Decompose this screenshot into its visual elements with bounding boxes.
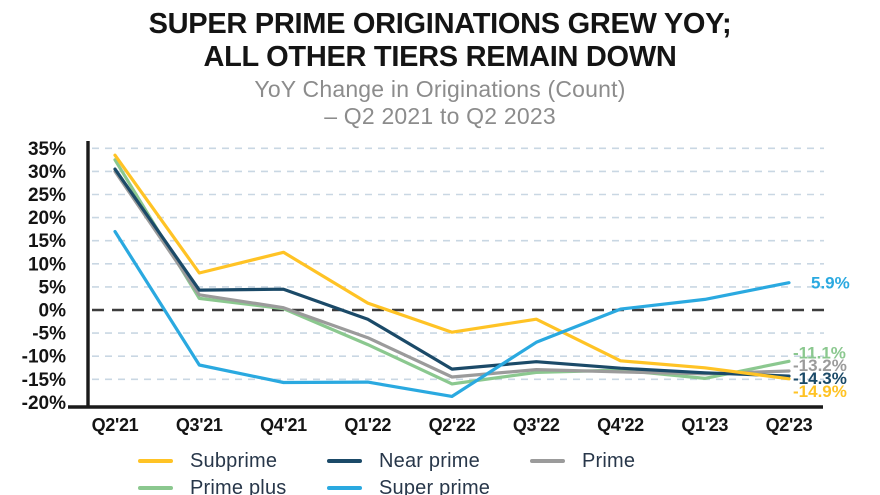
x-axis-tick-label: Q3'22	[513, 415, 560, 435]
end-label-near-prime: -14.3%	[793, 369, 847, 388]
x-axis-tick-label: Q3'21	[176, 415, 223, 435]
end-label-prime: -13.2%	[793, 356, 847, 375]
x-axis-tick-label: Q2'22	[429, 415, 476, 435]
subtitle-line-1: YoY Change in Originations (Count)	[254, 76, 626, 102]
y-axis-tick-label: -5%	[32, 324, 66, 345]
subtitle-line-2: – Q2 2021 to Q2 2023	[324, 103, 556, 129]
y-axis-tick-label: 10%	[28, 254, 66, 275]
x-axis-tick-label: Q4'22	[597, 415, 644, 435]
y-axis-tick-label: 5%	[39, 277, 67, 298]
series-line-near-prime	[113, 167, 791, 378]
chart-title: SUPER PRIME ORIGINATIONS GREW YOY; ALL O…	[0, 8, 880, 74]
x-axis-tick-label: Q4'21	[260, 415, 307, 435]
y-axis-tick-label: -15%	[22, 370, 66, 391]
series-line-super-prime	[113, 229, 791, 398]
x-axis-tick-label: Q1'22	[344, 415, 391, 435]
y-axis-tick-label: 25%	[28, 185, 66, 206]
y-axis-tick-label: -20%	[22, 393, 66, 414]
y-axis-tick-label: 30%	[28, 162, 66, 183]
title-line-2: ALL OTHER TIERS REMAIN DOWN	[203, 41, 677, 73]
title-line-1: SUPER PRIME ORIGINATIONS GREW YOY;	[148, 8, 732, 40]
x-axis-tick-label: Q1'23	[681, 415, 728, 435]
y-axis-tick-label: 0%	[39, 301, 67, 322]
series-line-prime-plus	[113, 158, 791, 386]
y-axis-tick-label: -10%	[22, 347, 66, 368]
end-label-prime-plus: -11.1%	[793, 343, 846, 362]
x-axis-tick-label: Q2'21	[92, 415, 139, 435]
end-label-subprime: -14.9%	[793, 382, 847, 401]
series-line-prime	[113, 169, 791, 379]
end-label-super-prime: 5.9%	[811, 274, 850, 293]
chart-subtitle: YoY Change in Originations (Count) – Q2 …	[0, 76, 880, 130]
y-axis-tick-label: 20%	[28, 208, 66, 229]
series-line-subprime	[113, 153, 791, 381]
x-axis-tick-label: Q2'23	[766, 415, 813, 435]
y-axis-tick-label: 35%	[28, 139, 66, 160]
y-axis-tick-label: 15%	[28, 231, 66, 252]
